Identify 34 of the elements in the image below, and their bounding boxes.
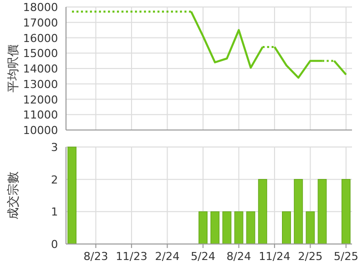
y-tick-label: 16000 [23, 32, 58, 45]
bar [234, 211, 244, 244]
bar [294, 179, 303, 244]
x-tick-label: 8/23 [83, 250, 108, 263]
y-tick-label: 15000 [23, 47, 58, 60]
y-tick-label: 2 [51, 173, 58, 186]
y-tick-label: 14000 [23, 62, 58, 76]
y-tick-label: 18000 [23, 1, 58, 14]
bar [306, 211, 315, 244]
y-tick-label: 1 [51, 206, 58, 219]
bar [342, 179, 351, 244]
y-tick-label: 13000 [23, 78, 58, 91]
y-tick-label: 10000 [23, 124, 58, 137]
x-tick-label: 8/24 [226, 250, 252, 263]
y-axis-title: 成交宗數 [6, 172, 20, 220]
y-tick-label: 11000 [23, 108, 58, 122]
bar [210, 211, 220, 244]
x-tick-label: 2/24 [154, 250, 180, 263]
x-tick-label: 11/24 [258, 250, 290, 263]
bar [222, 211, 232, 244]
bar [246, 211, 256, 244]
y-tick-label: 0 [51, 238, 58, 251]
bar [258, 179, 268, 244]
x-tick-label: 5/24 [190, 250, 216, 263]
y-tick-label: 12000 [23, 93, 58, 106]
y-tick-label: 17000 [23, 16, 58, 30]
y-tick-label: 3 [51, 141, 58, 154]
y-axis-title: 平均呎價 [6, 44, 20, 92]
x-tick-label: 5/25 [334, 250, 358, 263]
x-tick-label: 2/25 [298, 250, 323, 263]
bar [198, 211, 208, 244]
x-tick-label: 11/23 [116, 250, 148, 263]
bar [318, 179, 327, 244]
bar [282, 211, 291, 244]
